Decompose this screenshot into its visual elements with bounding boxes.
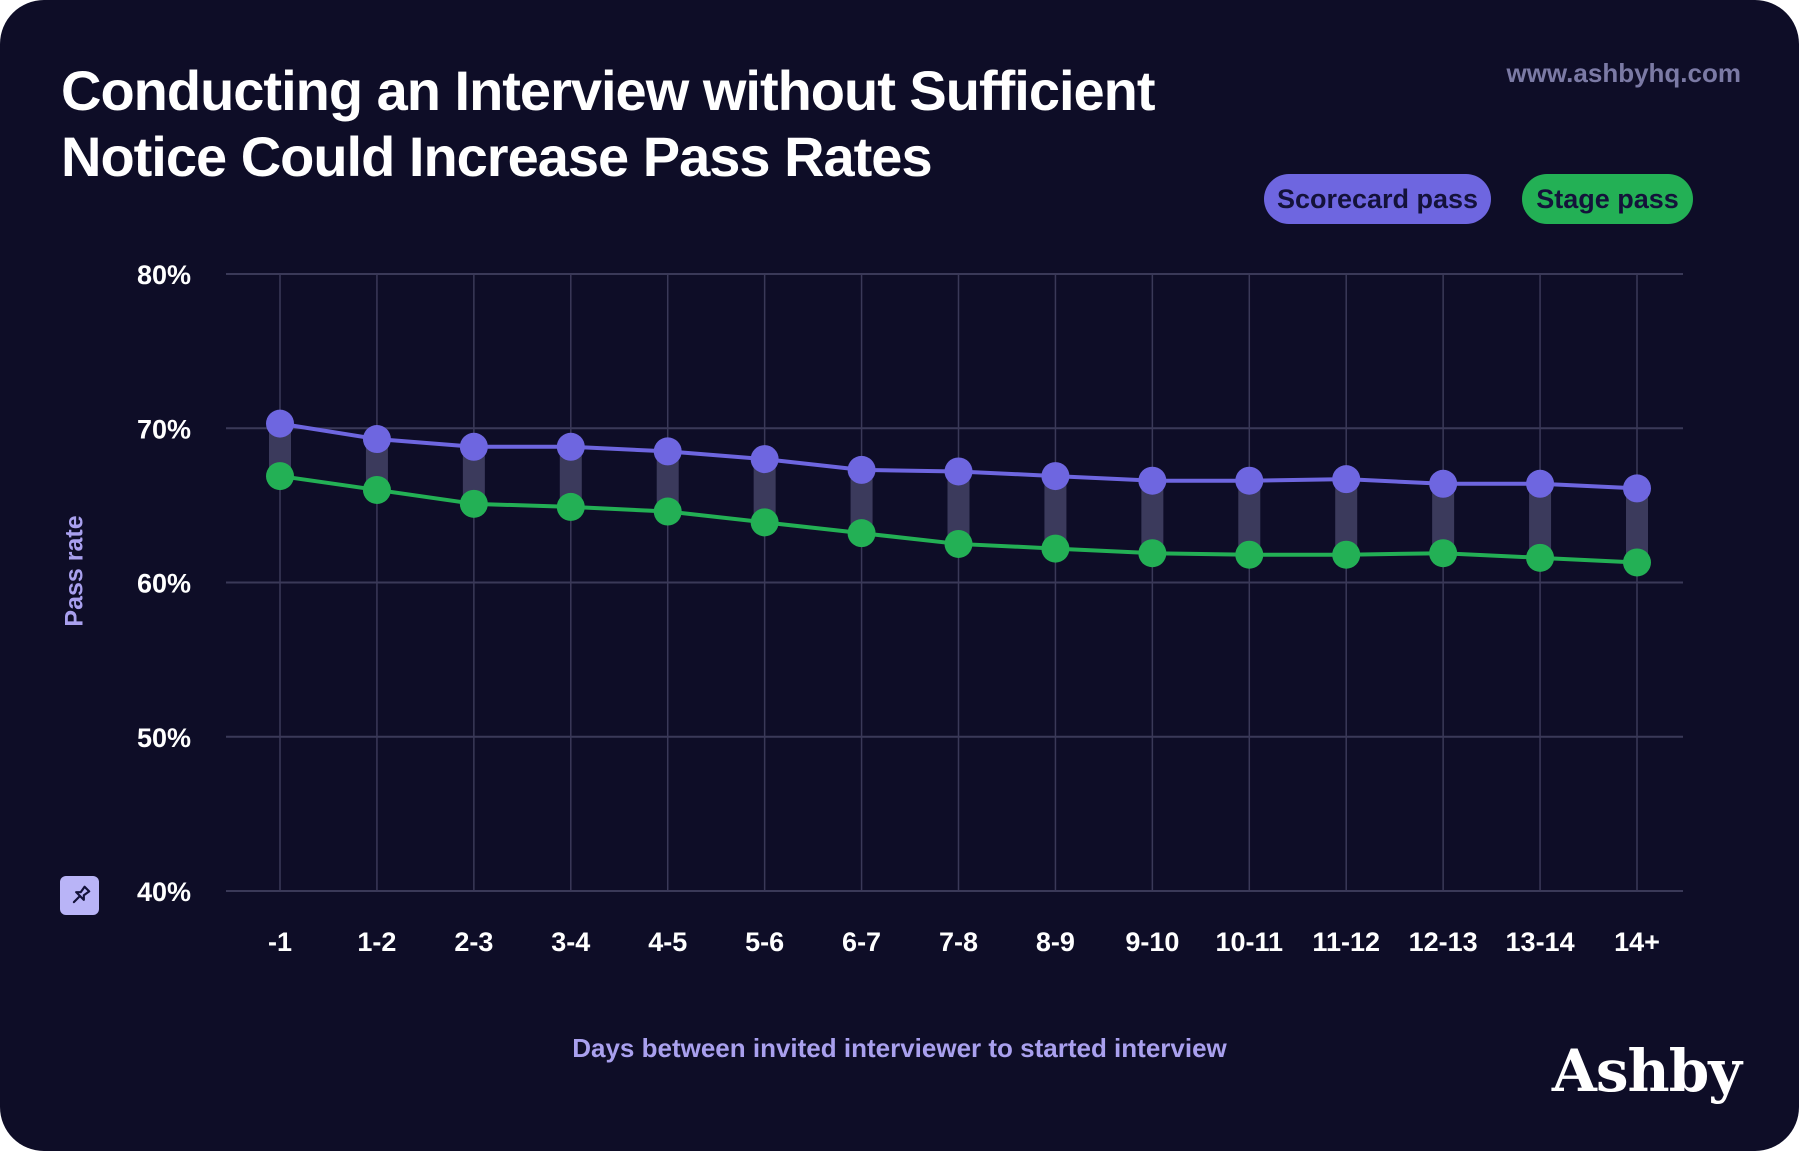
scorecard-point: [1041, 462, 1070, 491]
y-tick-label: 70%: [137, 414, 191, 444]
stage-point: [944, 529, 973, 558]
x-axis-label: Days between invited interviewer to star…: [572, 1033, 1227, 1063]
y-tick-label: 60%: [137, 569, 191, 599]
scorecard-point: [459, 432, 488, 461]
stage-point: [362, 475, 391, 504]
stage-point: [556, 492, 585, 521]
data-points: [266, 409, 1651, 577]
y-axis-label: Pass rate: [60, 515, 89, 627]
legend-stage-pass: Stage pass: [1522, 174, 1693, 224]
stage-point: [847, 519, 876, 548]
x-tick-label: 8-9: [1036, 927, 1075, 957]
x-tick-label: 4-5: [648, 927, 687, 957]
x-tick-label: 12-13: [1409, 927, 1478, 957]
x-tick-label: 9-10: [1125, 927, 1179, 957]
scorecard-point: [266, 409, 294, 438]
stage-point: [1429, 539, 1458, 568]
stage-point: [1235, 540, 1264, 569]
scorecard-point: [653, 437, 682, 466]
scorecard-point: [1332, 465, 1361, 494]
x-tick-label: 1-2: [357, 927, 396, 957]
scorecard-point: [1138, 466, 1167, 495]
stage-point: [266, 462, 294, 491]
scorecard-point: [1429, 469, 1458, 498]
stage-point: [459, 489, 488, 518]
y-tick-label: 40%: [137, 877, 191, 907]
scorecard-point: [847, 455, 876, 484]
scorecard-point: [556, 432, 585, 461]
pin-icon[interactable]: [60, 876, 99, 915]
pin-icon-glyph: [72, 885, 90, 903]
stage-point: [1138, 539, 1167, 568]
x-tick-label: 6-7: [842, 927, 881, 957]
stage-point: [1623, 548, 1651, 577]
x-tick-label: 11-12: [1312, 927, 1380, 957]
stage-point: [1526, 543, 1555, 572]
scorecard-point: [944, 457, 973, 486]
x-tick-label: -1: [268, 927, 292, 957]
scorecard-point: [362, 425, 391, 454]
ashby-logo: Ashby: [1551, 1037, 1742, 1105]
x-tick-label: 3-4: [551, 927, 590, 957]
scorecard-point: [1623, 474, 1651, 503]
stage-point: [1041, 534, 1070, 563]
legend-scorecard-pass: Scorecard pass: [1264, 174, 1491, 224]
website-url: www.ashbyhq.com: [1506, 58, 1741, 88]
scorecard-point: [1235, 466, 1264, 495]
chart-title: Conducting an Interview without Sufficie…: [61, 59, 1156, 188]
stage-point: [1332, 540, 1361, 569]
x-tick-label: 5-6: [745, 927, 784, 957]
x-tick-label: 7-8: [939, 927, 978, 957]
y-tick-label: 50%: [137, 723, 191, 753]
stage-point: [750, 508, 779, 537]
stage-point: [653, 497, 682, 526]
axis-ticks: 80% 70% 60% 50% 40% -1 1-2 2-3 3-4 4-5 5-6 6-7 7-8 8-…: [137, 260, 1660, 957]
x-tick-label: 10-11: [1215, 927, 1283, 957]
x-tick-label: 13-14: [1506, 927, 1575, 957]
x-tick-label: 14+: [1614, 927, 1660, 957]
x-tick-label: 2-3: [454, 927, 493, 957]
y-tick-label: 80%: [137, 260, 191, 290]
scorecard-point: [750, 445, 779, 474]
scorecard-point: [1526, 469, 1555, 498]
grid: [226, 273, 1683, 892]
